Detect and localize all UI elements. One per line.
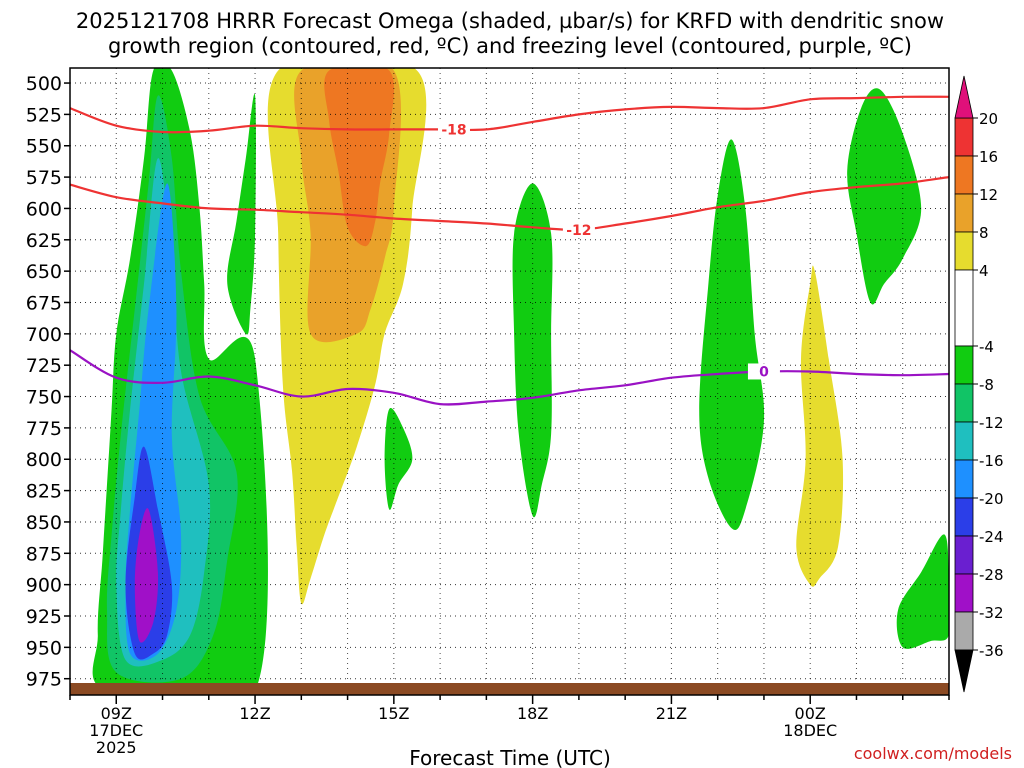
contour-layer: -18 -12 0 xyxy=(70,95,949,406)
omega-region-pos-4-00z xyxy=(796,265,844,587)
x-axis-title: Forecast Time (UTC) xyxy=(409,746,611,768)
omega-region-neg-4-18z xyxy=(512,183,553,518)
y-tick-label-875: 875 xyxy=(26,543,62,565)
omega-region-neg-4-02z xyxy=(896,534,949,649)
contour-label-bg-dgz-minus-12 xyxy=(562,221,595,238)
y-tick-label-775: 775 xyxy=(26,418,62,440)
colorbar-label-12: 12 xyxy=(979,186,998,204)
colorbar-bottom-arrow xyxy=(954,649,974,693)
x-tick-label-9-2: 2025 xyxy=(96,738,137,757)
colorbar-bin--20--16 xyxy=(954,459,974,499)
colorbar-label-20: 20 xyxy=(979,110,998,128)
colorbar-bin-12-16 xyxy=(954,155,974,195)
colorbar-bin--12--8 xyxy=(954,383,974,423)
y-tick-label-925: 925 xyxy=(26,606,62,628)
y-tick-label-575: 575 xyxy=(26,167,62,189)
colorbar-bin--24--20 xyxy=(954,497,974,537)
contour-dgz-minus-18 xyxy=(70,95,949,134)
omega-region-neg-28-main xyxy=(134,508,159,643)
y-tick-label-825: 825 xyxy=(26,481,62,503)
y-tick-label-800: 800 xyxy=(26,449,62,471)
contour-label-dgz-minus-18: -18 xyxy=(441,122,466,138)
ground-surface xyxy=(70,683,949,695)
x-tick-label-12-0: 12Z xyxy=(239,704,270,723)
y-tick-label-675: 675 xyxy=(26,292,62,314)
omega-region-neg-4-small-2 xyxy=(384,408,413,510)
colorbar-label-16: 16 xyxy=(979,148,998,166)
y-tick-label-750: 750 xyxy=(26,387,62,409)
colorbar-label--28: -28 xyxy=(979,566,1004,584)
y-tick-label-900: 900 xyxy=(26,575,62,597)
colorbar-bin--32--28 xyxy=(954,573,974,613)
colorbar-bin-16-20 xyxy=(954,117,974,157)
colorbar-top-arrow xyxy=(954,75,974,119)
y-tick-label-650: 650 xyxy=(26,261,62,283)
plot-frame xyxy=(69,67,950,696)
contour-dgz-minus-12 xyxy=(70,176,949,232)
y-tick-label-725: 725 xyxy=(26,355,62,377)
x-tick-label-15-0: 15Z xyxy=(378,704,409,723)
y-tick-label-625: 625 xyxy=(26,230,62,252)
y-axis: 500 525 550 575 600 625 650 675 700 725 750 775 800 8… xyxy=(26,73,70,691)
colorbar-label--4: -4 xyxy=(979,338,994,356)
colorbar-label--12: -12 xyxy=(979,414,1004,432)
y-tick-label-525: 525 xyxy=(26,104,62,126)
contour-label-freezing-level-0: 0 xyxy=(759,364,769,380)
y-tick-label-950: 950 xyxy=(26,637,62,659)
omega-region-neg-4-01z xyxy=(847,88,922,305)
colorbar-label-4: 4 xyxy=(979,262,989,280)
colorbar-bin-4-8 xyxy=(954,231,974,271)
contour-label-bg-dgz-minus-18 xyxy=(437,121,470,138)
contour-label-dgz-minus-12: -12 xyxy=(566,223,591,239)
colorbar-bin--36--32 xyxy=(954,611,974,651)
y-tick-label-500: 500 xyxy=(26,73,62,95)
y-tick-label-850: 850 xyxy=(26,512,62,534)
colorbar: 20 16 12 8 4 -4 -8 -12 -16 -20 -24 -28 -32 -36 xyxy=(954,75,1004,693)
x-tick-label-9-1: 17DEC xyxy=(89,721,143,740)
x-tick-label-9-0: 09Z xyxy=(101,704,132,723)
colorbar-label-8: 8 xyxy=(979,224,989,242)
y-tick-label-600: 600 xyxy=(26,198,62,220)
contour-label-bg-freezing-level-0 xyxy=(747,363,780,380)
omega-region-pos-12-ridge xyxy=(324,68,394,247)
y-tick-label-550: 550 xyxy=(26,136,62,158)
source-credit: coolwx.com/models xyxy=(854,744,1012,763)
omega-region-neg-4-small-1 xyxy=(227,93,256,335)
omega-region-neg-4-22z xyxy=(699,139,765,530)
colorbar-bin--28--24 xyxy=(954,535,974,575)
colorbar-bin-8-12 xyxy=(954,193,974,233)
x-tick-label-24-0: 00Z xyxy=(795,704,826,723)
y-tick-label-700: 700 xyxy=(26,324,62,346)
x-tick-label-18-0: 18Z xyxy=(517,704,548,723)
colorbar-bin--8--4 xyxy=(954,345,974,385)
colorbar-label--20: -20 xyxy=(979,490,1004,508)
omega-shading-layer xyxy=(92,68,949,695)
x-tick-label-21-0: 21Z xyxy=(656,704,687,723)
colorbar-label--8: -8 xyxy=(979,376,994,394)
colorbar-bin--16--12 xyxy=(954,421,974,461)
colorbar-label--36: -36 xyxy=(979,642,1004,660)
colorbar-label--24: -24 xyxy=(979,528,1004,546)
colorbar-label--16: -16 xyxy=(979,452,1004,470)
chart-title-line-2: growth region (contoured, red, ºC) and f… xyxy=(108,34,912,58)
chart-title-line-1: 2025121708 HRRR Forecast Omega (shaded, … xyxy=(76,9,944,33)
x-tick-label-24-1: 18DEC xyxy=(783,721,837,740)
contour-freezing-level-0 xyxy=(70,349,949,406)
colorbar-label--32: -32 xyxy=(979,604,1004,622)
colorbar-bin--4-4 xyxy=(954,269,974,347)
y-tick-label-975: 975 xyxy=(26,669,62,691)
